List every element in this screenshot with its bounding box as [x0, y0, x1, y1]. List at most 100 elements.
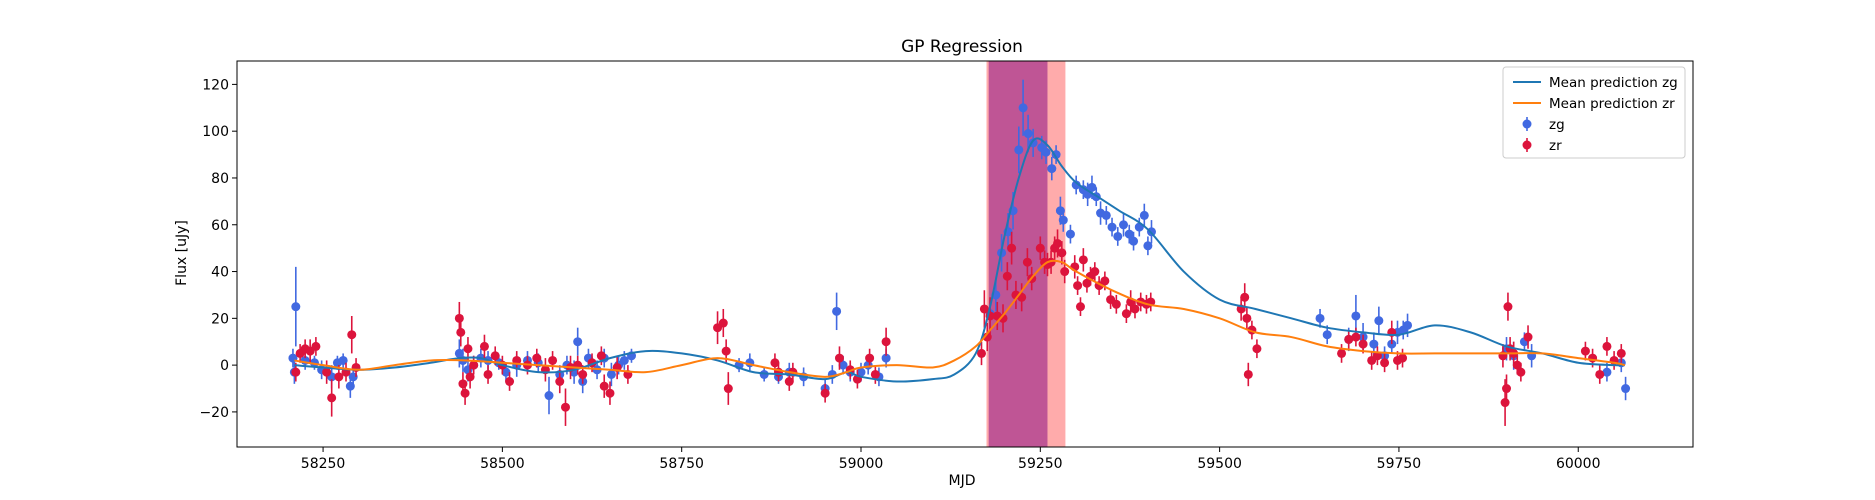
- zr-point-36: [605, 388, 615, 398]
- zg-point-65: [1065, 229, 1075, 239]
- zr-point-29: [560, 402, 570, 412]
- zr-point-13: [458, 379, 468, 389]
- zg-point-75: [1119, 220, 1129, 230]
- zr-point-64: [1022, 257, 1032, 267]
- x-axis-label: MJD: [949, 473, 976, 489]
- zr-point-42: [723, 384, 733, 394]
- zr-point-40: [718, 318, 728, 328]
- zr-point-94: [1243, 369, 1253, 379]
- line-mean-prediction-zg: [294, 137, 1625, 383]
- y-tick-label--20: −20: [199, 405, 229, 421]
- x-tick-label-59500: 59500: [1197, 456, 1242, 472]
- zr-point-109: [1502, 384, 1512, 394]
- zr-point-6: [327, 393, 337, 403]
- zr-point-19: [483, 369, 493, 379]
- zg-point-66: [1071, 180, 1081, 190]
- zr-point-11: [454, 313, 464, 323]
- zr-point-32: [578, 369, 588, 379]
- x-tick-label-58250: 58250: [301, 456, 346, 472]
- legend-zg-label: zg: [1549, 117, 1565, 133]
- zg-point-26: [573, 337, 583, 347]
- y-axis-label: Flux [uJy]: [174, 220, 190, 286]
- zr-point-45: [784, 376, 794, 386]
- zg-point-74: [1113, 231, 1123, 241]
- zg-point-56: [1018, 103, 1028, 113]
- zr-point-72: [1057, 248, 1067, 258]
- zr-point-14: [460, 388, 470, 398]
- legend-zg-swatch: [1522, 119, 1532, 129]
- zr-point-82: [1100, 276, 1110, 286]
- zr-point-17: [469, 360, 479, 370]
- zr-point-34: [596, 351, 606, 361]
- zg-point-64: [1058, 215, 1068, 225]
- zr-point-118: [1595, 369, 1605, 379]
- zr-point-25: [532, 353, 542, 363]
- zr-point-119: [1602, 341, 1612, 351]
- zr-point-53: [881, 337, 891, 347]
- zr-point-78: [1082, 278, 1092, 288]
- zg-point-72: [1101, 210, 1111, 220]
- zr-point-85: [1121, 309, 1131, 319]
- zg-point-98: [1602, 367, 1612, 377]
- zg-point-57: [1023, 129, 1033, 139]
- zr-point-12: [456, 327, 466, 337]
- zg-point-63: [1055, 206, 1065, 216]
- zr-point-113: [1512, 360, 1522, 370]
- zr-point-108: [1500, 398, 1510, 408]
- zr-point-4: [311, 341, 321, 351]
- zr-point-54: [976, 348, 986, 358]
- plot-content: [288, 61, 1631, 447]
- x-tick-label-59000: 59000: [839, 456, 884, 472]
- zr-point-102: [1372, 351, 1382, 361]
- zg-point-60: [1041, 147, 1051, 157]
- zg-point-80: [1143, 241, 1153, 251]
- zg-point-33: [619, 355, 629, 365]
- zg-point-22: [544, 391, 554, 401]
- zr-point-93: [1242, 313, 1252, 323]
- zg-point-2: [291, 302, 301, 312]
- x-tick-label-59250: 59250: [1018, 456, 1063, 472]
- zg-point-85: [1351, 311, 1361, 321]
- axes: 58250 58500 58750 59000 59250 59500 59750 60000…: [199, 60, 1694, 472]
- zr-point-7: [334, 372, 344, 382]
- zr-point-110: [1503, 302, 1513, 312]
- zg-point-9: [345, 381, 355, 391]
- zg-point-44: [838, 360, 848, 370]
- zr-point-41: [721, 346, 731, 356]
- zr-point-60: [1002, 271, 1012, 281]
- zg-point-79: [1139, 210, 1149, 220]
- legend-mean-prediction-zr-label: Mean prediction zr: [1549, 96, 1675, 112]
- x-tick-label-60000: 60000: [1556, 456, 1601, 472]
- y-tick-label-0: 0: [220, 358, 229, 374]
- zr-point-106: [1398, 353, 1408, 363]
- legend: Mean prediction zg Mean prediction zr zg zr: [1502, 66, 1686, 159]
- zr-point-16: [465, 372, 475, 382]
- zr-point-80: [1090, 267, 1100, 277]
- x-tick-label-58750: 58750: [659, 456, 704, 472]
- y-tick-label-120: 120: [202, 77, 229, 93]
- zg-point-93: [1403, 320, 1413, 330]
- axes-frame: [236, 60, 1694, 448]
- plot-area: [288, 61, 1631, 447]
- zr-point-97: [1337, 348, 1347, 358]
- zr-point-92: [1240, 292, 1250, 302]
- y-tick-label-20: 20: [211, 311, 229, 327]
- zg-point-31: [606, 369, 616, 379]
- zg-point-49: [881, 353, 891, 363]
- x-tick-label-58500: 58500: [480, 456, 525, 472]
- y-tick-label-100: 100: [202, 124, 229, 140]
- zg-point-8: [338, 355, 348, 365]
- zr-point-47: [820, 388, 830, 398]
- zg-point-55: [1014, 145, 1024, 155]
- y-tick-label-60: 60: [211, 218, 229, 234]
- zg-point-69: [1087, 182, 1097, 192]
- line-mean-prediction-zr: [294, 259, 1626, 378]
- zr-point-20: [490, 351, 500, 361]
- zr-point-18: [479, 341, 489, 351]
- chart-title: GP Regression: [901, 37, 1023, 57]
- zg-point-18: [501, 367, 511, 377]
- zg-point-61: [1047, 164, 1057, 174]
- zr-point-98: [1344, 334, 1354, 344]
- zr-point-114: [1516, 367, 1526, 377]
- zg-point-11: [454, 348, 464, 358]
